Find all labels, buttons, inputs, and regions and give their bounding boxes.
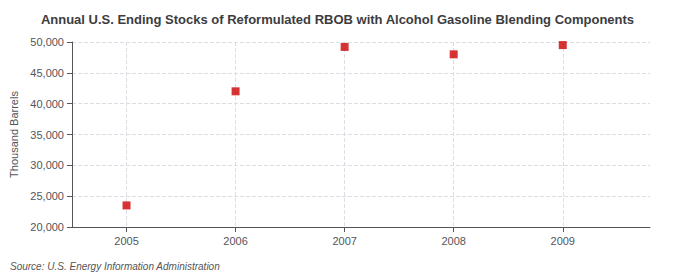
svg-text:Annual U.S. Ending Stocks of R: Annual U.S. Ending Stocks of Reformulate… — [41, 12, 634, 27]
svg-text:40,000: 40,000 — [30, 98, 64, 110]
svg-text:45,000: 45,000 — [30, 67, 64, 79]
svg-text:Source: U.S. Energy Informatio: Source: U.S. Energy Information Administ… — [10, 261, 220, 272]
svg-text:2006: 2006 — [223, 235, 247, 247]
svg-text:2007: 2007 — [332, 235, 356, 247]
svg-text:2009: 2009 — [551, 235, 575, 247]
svg-text:25,000: 25,000 — [30, 190, 64, 202]
svg-text:20,000: 20,000 — [30, 221, 64, 233]
svg-text:50,000: 50,000 — [30, 36, 64, 48]
svg-text:30,000: 30,000 — [30, 159, 64, 171]
svg-text:2008: 2008 — [441, 235, 465, 247]
svg-text:35,000: 35,000 — [30, 129, 64, 141]
svg-text:Thousand Barrels: Thousand Barrels — [8, 91, 20, 178]
svg-text:2005: 2005 — [114, 235, 138, 247]
